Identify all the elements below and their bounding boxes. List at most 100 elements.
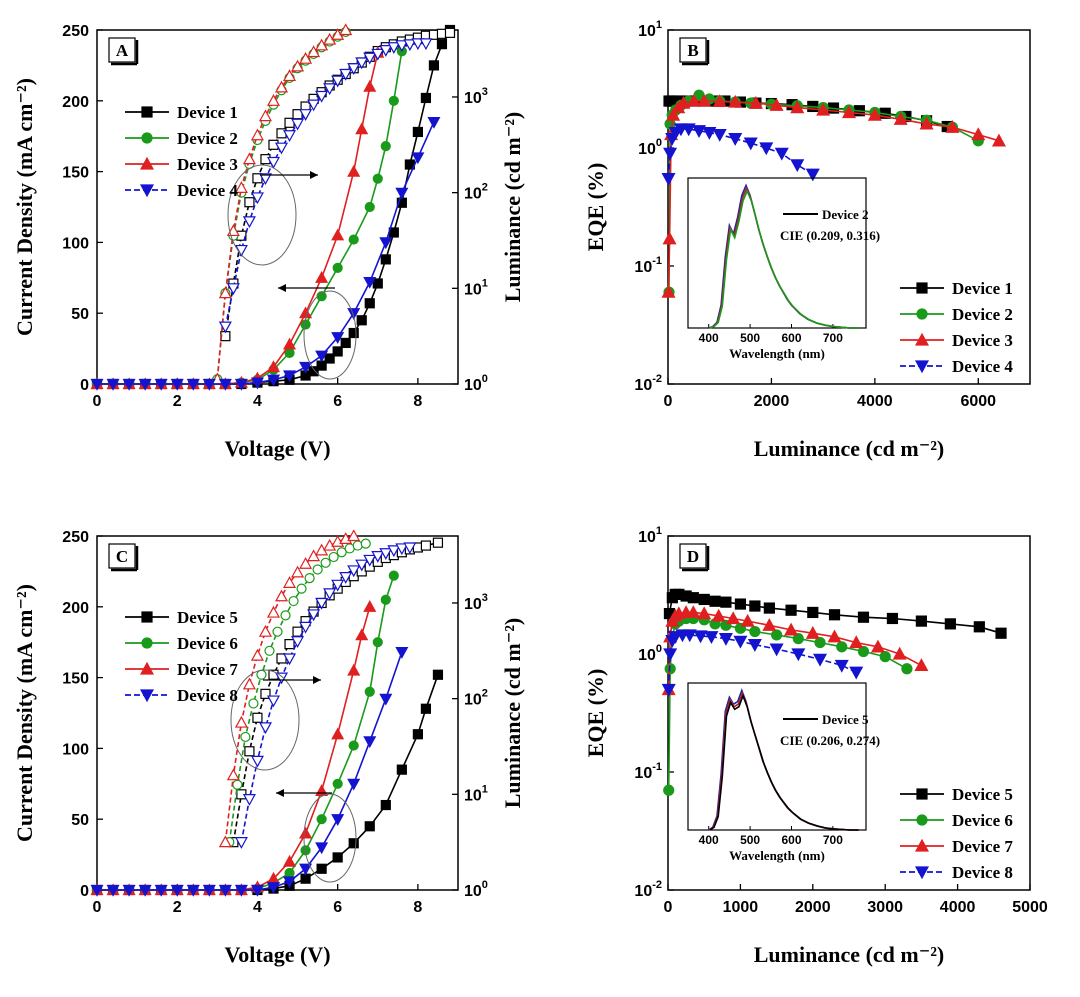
x-tick-label: 5000 [1012,899,1048,916]
current-point [363,79,377,92]
current-point [356,315,367,326]
current-point [348,740,359,751]
luminance-point [242,152,256,165]
current-point [299,863,313,876]
luminance-point [226,768,240,781]
luminance-point [299,109,313,121]
eqe-point [702,127,717,140]
current-point [347,308,361,320]
y-tick-label: 200 [62,600,89,617]
eqe-point [718,633,733,646]
legend-marker [139,661,155,675]
legend-marker [914,866,930,880]
legend-label: Device 1 [177,103,238,122]
eqe-point [944,618,956,630]
tick-exponent: -1 [652,761,662,773]
x-tick-label: 0 [93,899,102,916]
luminance-point [432,537,444,548]
inset-x-tick-label: 600 [781,833,801,847]
luminance-point [320,557,331,568]
legend-label: Device 5 [177,608,238,627]
luminance-point [283,653,297,666]
legend-label: Device 1 [952,279,1013,298]
luminance-point [242,216,256,229]
luminance-point [258,624,272,637]
arrow-right-head [313,676,321,684]
eqe-point [661,173,676,186]
eqe-point [892,646,907,660]
eqe-point [827,629,842,643]
eqe-point [697,93,712,107]
tick-base: 10 [464,90,482,107]
y-tick-label: 50 [71,306,89,323]
current-point [432,669,444,680]
eqe-point [663,147,678,161]
luminance-point [347,565,361,578]
luminance-point [258,722,272,735]
luminance-point [291,118,305,131]
series-device-8 [90,542,417,897]
inset-spectrum-line [709,693,859,831]
x-tick-label: 4000 [940,899,976,916]
annotation-ellipse [303,793,357,883]
eqe-point [792,633,804,645]
luminance-point [291,59,305,72]
plot-frame [667,29,1031,385]
tick-base: 10 [638,647,656,664]
x-tick-label: 2000 [754,393,790,410]
x-tick-label: 4000 [857,393,893,410]
y2-tick-label: 101 [464,783,488,804]
eqe-point [805,168,820,182]
annotation-ellipse [227,164,297,266]
x-tick-label: 3000 [867,899,903,916]
eqe-point [720,596,732,608]
current-point [355,122,369,135]
luminance-point [248,698,259,709]
eqe-point [693,630,708,644]
series-device-1 [91,24,456,390]
current-point [420,703,432,714]
current-point [363,276,377,289]
tick-exponent: 1 [482,277,488,289]
y-tick-label: 200 [62,94,89,111]
current-line [97,674,439,891]
legend-marker [139,156,155,170]
current-point [266,882,281,894]
luminance-point [272,626,283,637]
current-point [266,360,281,373]
tick-exponent: 0 [656,643,662,655]
eqe-point [769,98,784,111]
current-point [316,863,327,874]
luminance-point [240,731,251,743]
current-point [106,378,120,391]
eqe-point [692,125,707,139]
luminance-point [291,565,305,578]
eqe-point [676,95,691,109]
luminance-point [274,80,289,93]
current-point [331,332,345,345]
current-point [315,271,329,283]
tick-exponent: -2 [652,373,662,385]
luminance-point [347,529,361,542]
series-device-3 [661,93,1006,298]
current-point [388,95,399,106]
tick-base: 10 [464,377,482,394]
luminance-point [256,669,267,680]
current-point [379,237,393,250]
luminance-point [250,648,264,661]
eqe-point [663,648,678,662]
inset-legend-label: Device 2 [822,207,869,222]
tick-exponent: -1 [652,255,662,267]
current-point [202,884,216,897]
inset-x-tick-label: 700 [823,331,843,345]
current-point [412,126,423,138]
current-point [372,637,383,648]
current-point [283,337,297,350]
luminance-point [250,755,264,768]
eqe-point [785,604,797,616]
eqe-point [728,133,743,146]
eqe-point [712,94,727,108]
eqe-point [687,592,699,604]
luminance-point [304,572,315,584]
legend: Device 1 Device 2 Device 3 Device 4 [125,103,238,200]
